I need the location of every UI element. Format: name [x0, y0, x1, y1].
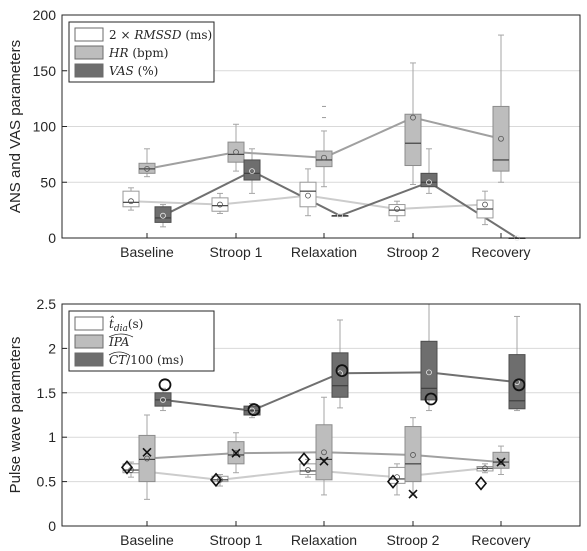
mean-point [498, 135, 504, 142]
box [154, 206, 172, 223]
diamond-marker [386, 474, 400, 489]
y-tick-label: 100 [33, 119, 57, 135]
mean-point [498, 459, 504, 465]
mean-point [482, 465, 488, 472]
box [492, 105, 510, 172]
mean-point [160, 397, 166, 403]
x-tick-label: Stroop 1 [210, 532, 263, 548]
y-tick-label: 0.5 [37, 474, 57, 490]
legend-label-3: CT/100 (ms) [109, 353, 184, 367]
y-tick-label: 200 [33, 7, 57, 23]
mean-point [217, 201, 223, 208]
mean-point [160, 212, 166, 219]
box [138, 434, 156, 483]
legend-swatch-1 [74, 316, 104, 331]
mean-point [394, 206, 400, 212]
circle-marker [247, 403, 261, 417]
legend-swatch-3 [74, 63, 104, 78]
x-marker [231, 448, 241, 458]
y-tick-label: 0 [48, 518, 56, 534]
y-tick-label: 0 [48, 230, 56, 246]
legend-label-1: 2 × RMSSD (ms) [109, 28, 212, 42]
y-tick-label: 2.5 [37, 296, 57, 312]
x-marker [408, 489, 418, 499]
box [492, 451, 510, 469]
diamond-marker [120, 460, 134, 475]
axes-frame [61, 303, 581, 527]
box [315, 424, 333, 481]
chart-panel-1: 0 50 100 150 200 Baseline Stroop 1 Relaxation St… [7, 7, 581, 260]
x-tick-label: Baseline [120, 244, 174, 260]
diamond-marker [297, 452, 311, 467]
box [420, 340, 438, 401]
mean-point [426, 179, 432, 186]
circle-marker [512, 378, 526, 392]
mean-point [249, 407, 255, 414]
box [315, 150, 333, 168]
box [211, 197, 229, 212]
legend-label-2: HR (bpm) [108, 46, 168, 60]
box [243, 159, 261, 181]
diamond-marker [474, 476, 488, 491]
circle-marker [424, 392, 438, 406]
legend-label-1: t̂dia(s) [109, 314, 143, 334]
mean-point [321, 154, 327, 161]
circle-marker [335, 364, 349, 378]
mean-point [426, 369, 432, 376]
legend-swatch-2 [74, 334, 104, 349]
x-tick-label: Recovery [471, 244, 530, 260]
y-tick-label: 1.5 [37, 385, 57, 401]
mean-point [321, 449, 327, 456]
mean-point [233, 450, 239, 457]
mean-point [128, 198, 134, 205]
mean-point [217, 476, 223, 483]
x-tick-label: Relaxation [291, 244, 357, 260]
mean-point [305, 467, 311, 473]
hat-accent [108, 351, 130, 356]
box [508, 354, 526, 410]
x-marker [319, 456, 329, 466]
mean-point [144, 455, 150, 462]
axes-frame [61, 14, 581, 239]
x-tick-label: Recovery [471, 532, 530, 548]
x-tick-label: Stroop 2 [387, 244, 440, 260]
x-tick-label: Stroop 2 [387, 532, 440, 548]
mean-point [337, 212, 343, 219]
mean-point [144, 165, 150, 172]
legend-swatch-3 [74, 352, 104, 367]
legend-swatch-1 [74, 27, 104, 42]
box [404, 113, 422, 167]
legend-label-3: VAS (%) [109, 64, 158, 78]
y-tick-label: 150 [33, 63, 57, 79]
circle-marker [158, 378, 172, 392]
legend-swatch-2 [74, 45, 104, 60]
y-tick-label: 2 [48, 340, 56, 356]
y-tick-label: 50 [40, 174, 56, 190]
mean-point [482, 201, 488, 208]
mean-point [305, 192, 311, 199]
x-tick-label: Baseline [120, 532, 174, 548]
box [227, 141, 245, 163]
box [299, 181, 317, 208]
legend: t̂dia(s)IPA CT/100 (ms) [68, 310, 215, 372]
box [404, 426, 422, 483]
mean-point [410, 114, 416, 121]
legend-label-2: IPA [108, 335, 130, 349]
x-marker [142, 447, 152, 457]
mean-point [233, 149, 239, 156]
y-axis-label: Pulse wave parameters [7, 337, 24, 494]
mean-point [249, 168, 255, 175]
mean-point [410, 452, 416, 458]
hat-accent [108, 333, 134, 338]
legend: 2 × RMSSD (ms) HR (bpm) VAS (%) [68, 21, 215, 83]
chart-panel-2: 0 0.5 1 1.5 2 2.5 Baseline Stroop 1 Relaxation St… [7, 296, 581, 548]
y-axis-label: ANS and VAS parameters [7, 40, 24, 213]
diamond-marker [209, 472, 223, 488]
x-tick-label: Relaxation [291, 532, 357, 548]
x-tick-label: Stroop 1 [210, 244, 263, 260]
y-tick-label: 1 [48, 429, 56, 445]
x-marker [496, 457, 506, 467]
